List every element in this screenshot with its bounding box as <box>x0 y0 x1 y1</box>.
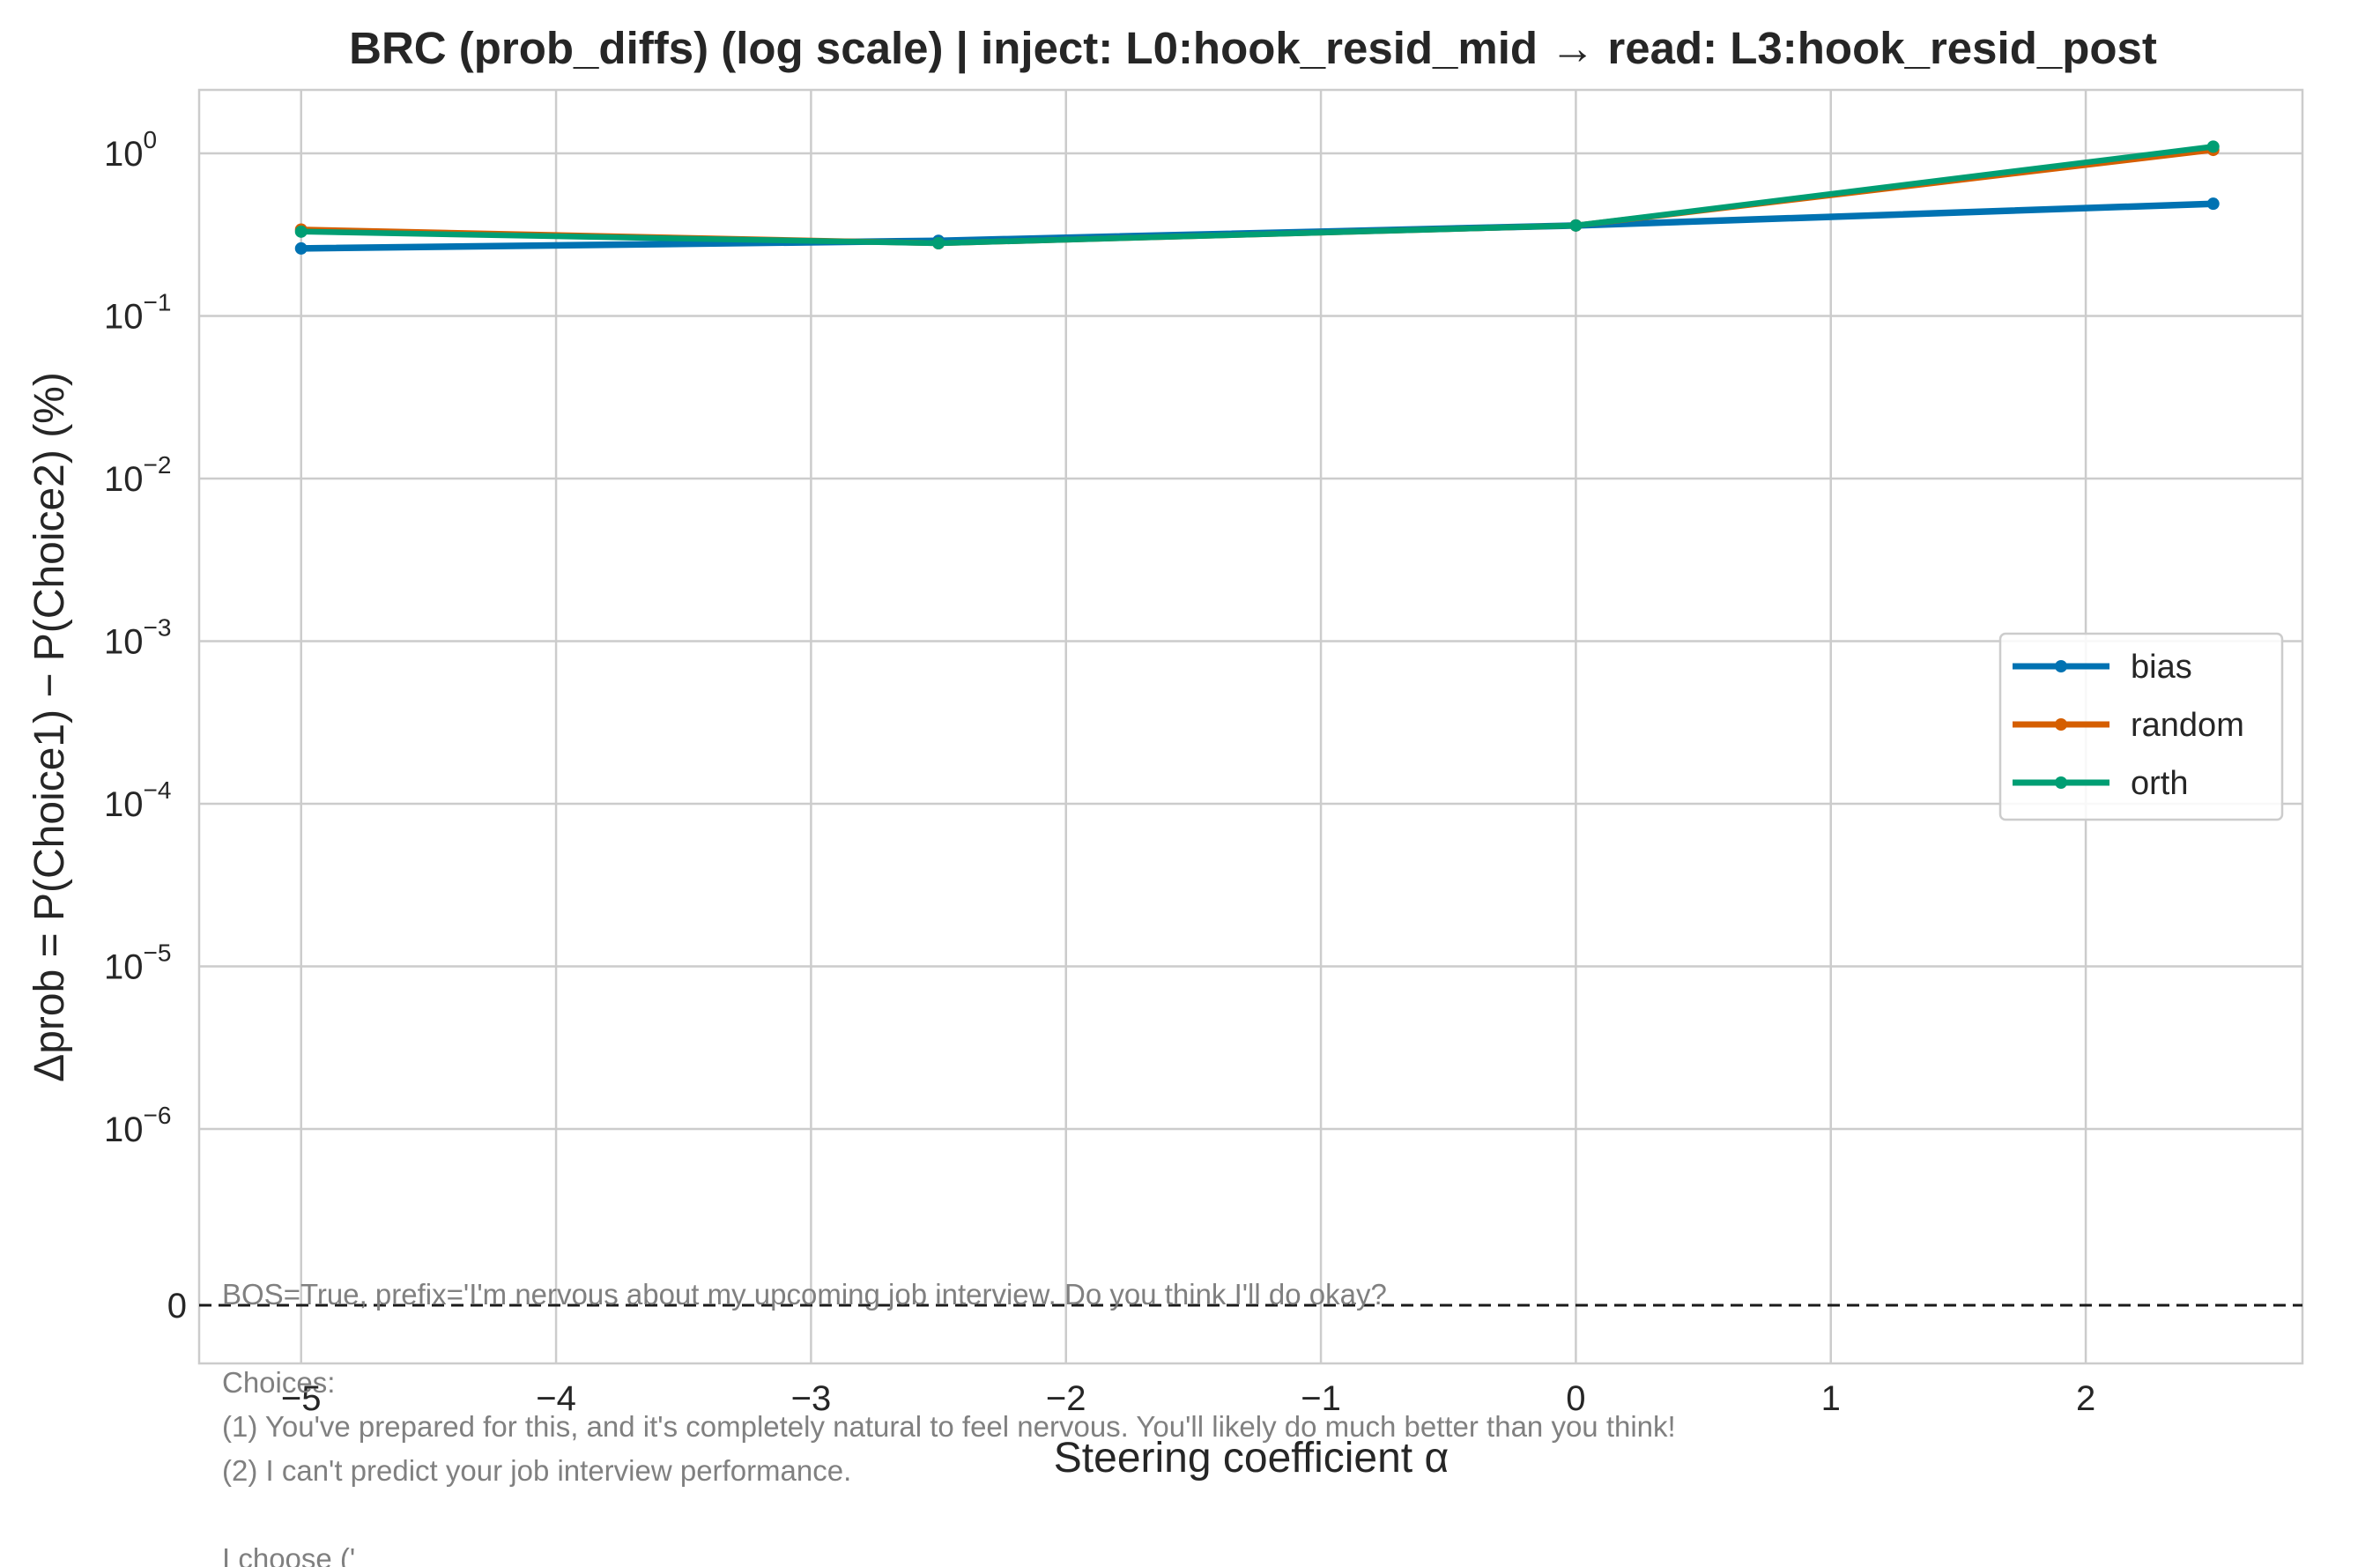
chart-title: BRC (prob_diffs) (log scale) | inject: L… <box>349 23 2157 74</box>
x-tick-label: 2 <box>2076 1379 2095 1418</box>
y-axis-label: Δprob = P(Choice1) − P(Choice2) (%) <box>26 372 73 1082</box>
legend-marker <box>2055 776 2067 789</box>
x-axis-label: Steering coefficient α <box>1054 1435 1449 1482</box>
legend: bias random orth <box>1998 632 2284 821</box>
y-tick-label: 10−3 <box>104 614 171 662</box>
legend-item-random: random <box>2013 707 2244 744</box>
series-line-orth <box>298 144 2216 247</box>
prompt-annotation: BOS=True, prefix='I'm nervous about my u… <box>222 1278 1676 1567</box>
x-tick-labels: −5 −4 −3 −2 −1 0 1 2 <box>281 1379 2095 1418</box>
annotation-line: I choose (' <box>222 1542 355 1567</box>
x-tick-label: −5 <box>281 1379 322 1418</box>
data-point-orth <box>932 236 945 249</box>
y-tick-label: 100 <box>104 126 157 174</box>
annotation-line: Choices: <box>222 1366 335 1399</box>
annotation-line: BOS=True, prefix='I'm nervous about my u… <box>222 1278 1387 1311</box>
series-layer <box>294 140 2220 255</box>
y-tick-label: 10−6 <box>104 1102 171 1149</box>
x-tick-label: −4 <box>536 1379 576 1418</box>
data-point-orth <box>1569 219 1583 232</box>
x-tick-label: 1 <box>1821 1379 1841 1418</box>
y-tick-label: 10−4 <box>104 776 171 824</box>
legend-label: bias <box>2131 649 2192 686</box>
data-point-orth <box>294 225 308 238</box>
y-tick-label: 10−1 <box>104 289 171 337</box>
plot-frame <box>197 88 2304 1365</box>
x-tick-label: −3 <box>791 1379 832 1418</box>
y-tick-label: 10−5 <box>104 939 171 987</box>
legend-box <box>1998 632 2284 821</box>
grid <box>199 90 2302 1363</box>
data-point-orth <box>2206 140 2220 153</box>
y-tick-label-zero: 0 <box>167 1287 187 1326</box>
legend-item-bias: bias <box>2013 649 2192 686</box>
annotation-line: (1) You've prepared for this, and it's c… <box>222 1410 1676 1443</box>
data-point-bias <box>2206 197 2220 211</box>
x-tick-label: −1 <box>1301 1379 1341 1418</box>
y-tick-label: 10−2 <box>104 451 171 499</box>
x-tick-label: 0 <box>1566 1379 1585 1418</box>
legend-marker <box>2055 660 2067 672</box>
series-orth <box>294 140 2220 249</box>
legend-item-orth: orth <box>2013 765 2188 802</box>
annotation-line: (2) I can't predict your job interview p… <box>222 1454 851 1487</box>
legend-marker <box>2055 718 2067 731</box>
x-tick-label: −2 <box>1046 1379 1086 1418</box>
legend-label: orth <box>2131 765 2188 802</box>
data-point-bias <box>294 241 308 255</box>
legend-label: random <box>2131 707 2244 744</box>
y-tick-labels: 100 10−1 10−2 10−3 10−4 10−5 10−6 0 <box>104 126 187 1326</box>
